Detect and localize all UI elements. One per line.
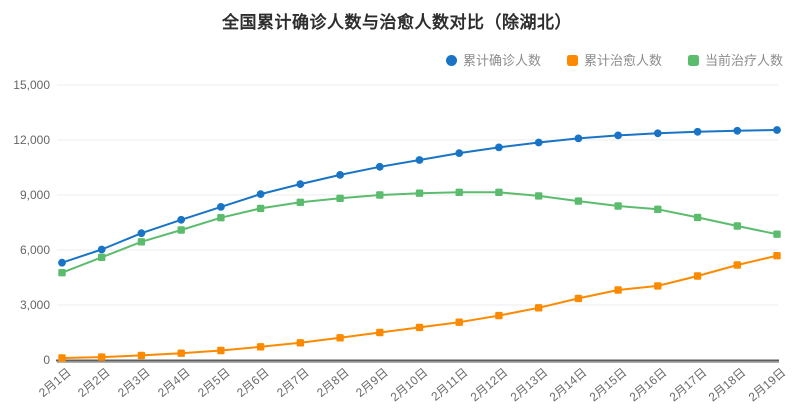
y-tick-label: 6,000 [19,243,50,257]
series-treating-points[interactable] [58,188,781,277]
legend-label-treating: 当前治疗人数 [704,53,783,68]
legend: 累计确诊人数 累计治愈人数 当前治疗人数 [445,53,783,68]
y-tick-label: 3,000 [19,298,50,312]
y-tick-label: 12,000 [13,133,50,147]
legend-item-cured[interactable]: 累计治愈人数 [566,53,662,68]
series-treating [58,188,781,277]
legend-label-confirmed: 累计确诊人数 [462,53,541,68]
y-tick-label: 9,000 [19,188,50,202]
x-axis-line [56,359,779,363]
legend-square-marker-icon [566,55,578,66]
legend-item-confirmed[interactable]: 累计确诊人数 [445,53,541,68]
chart-title: 全国累计确诊人数与治愈人数对比（除湖北） [222,13,572,32]
legend-square-marker-icon [687,55,699,66]
series-cured [58,252,781,362]
legend-circle-marker-icon [445,55,457,66]
series-confirmed-points[interactable] [58,126,781,267]
y-tick-label: 15,000 [13,78,50,92]
series-cured-points[interactable] [58,252,781,362]
legend-item-treating[interactable]: 当前治疗人数 [687,53,783,68]
legend-label-cured: 累计治愈人数 [583,53,662,68]
y-tick-label: 0 [43,353,50,367]
series-confirmed [58,126,781,267]
